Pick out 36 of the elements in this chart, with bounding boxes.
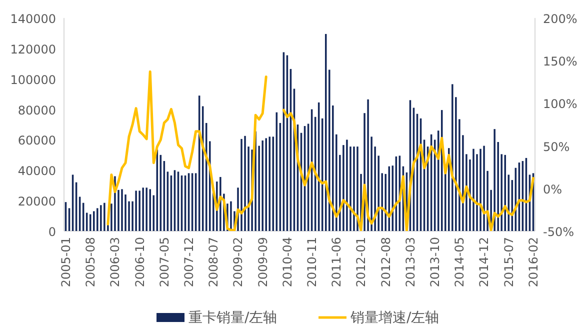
legend-label: 重卡销量/左轴 <box>188 310 278 326</box>
x-tick-label: 2009-09 <box>256 237 270 288</box>
y-tick-label: 100000 <box>10 72 56 87</box>
y2-tick-label: 50% <box>543 140 570 154</box>
y2-tick-label: 200% <box>543 12 578 26</box>
x-tick-label: 2011-06 <box>330 237 344 288</box>
x-tick-label: 2005-08 <box>84 237 98 288</box>
x-tick-label: 2010-04 <box>280 237 294 288</box>
y2-tick-label: 100% <box>543 97 578 112</box>
x-tick-label: 2009-02 <box>231 237 246 288</box>
x-tick-label: 2006-10 <box>132 237 147 288</box>
y2-tick-label: 0% <box>543 182 562 196</box>
x-tick-label: 2015-07 <box>502 237 516 288</box>
y-tick-label: 60000 <box>18 134 56 148</box>
x-tick-label: 2007-05 <box>157 237 172 288</box>
y-tick-label: 120000 <box>10 42 56 56</box>
x-tick-label: 2012-01 <box>354 237 368 288</box>
legend-label: 销量增速/左轴 <box>350 310 440 326</box>
x-tick-label: 2010-11 <box>305 237 319 288</box>
x-tick-label: 2008-07 <box>206 237 221 288</box>
x-tick-label: 2014-12 <box>477 237 492 288</box>
x-tick-label: 2006-03 <box>108 237 122 288</box>
y2-tick-label: 150% <box>543 54 578 69</box>
y-tick-label: 80000 <box>18 103 56 118</box>
y-tick-label: 40000 <box>18 164 56 178</box>
x-tick-label: 2014-05 <box>452 237 467 288</box>
x-tick-label: 2016-02 <box>526 237 540 288</box>
y2-tick-label: -50% <box>543 225 574 239</box>
x-tick-label: 2012-08 <box>378 237 393 288</box>
x-tick-label: 2005-01 <box>58 237 73 288</box>
x-tick-label: 2013-03 <box>403 237 418 288</box>
y-tick-label: 20000 <box>18 194 56 209</box>
y-tick-label: 140000 <box>10 12 56 26</box>
x-tick-label: 2013-10 <box>428 237 442 288</box>
x-tick-label: 2007-12 <box>182 237 196 288</box>
y-tick-label: 0 <box>48 225 56 239</box>
